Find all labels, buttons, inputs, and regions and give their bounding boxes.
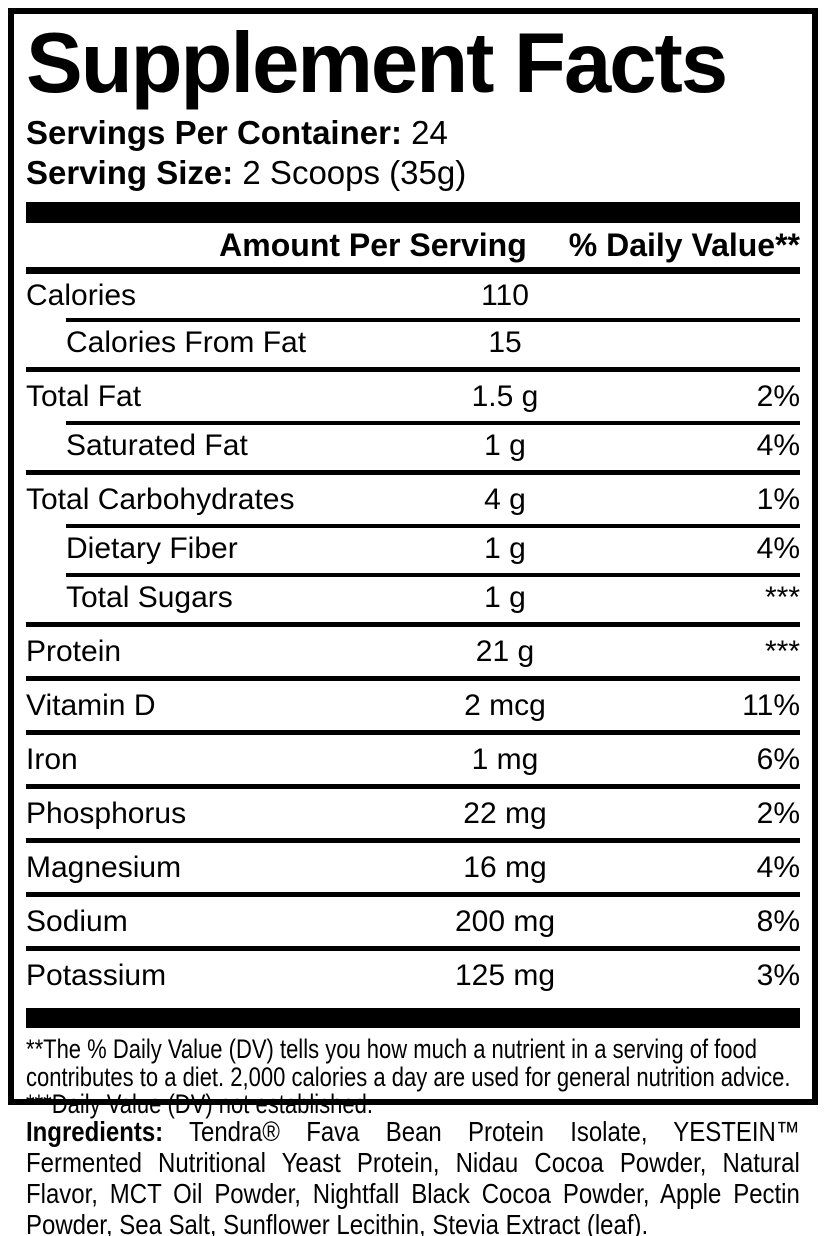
nutrient-amount: 21 g [475,634,535,668]
table-row: Dietary Fiber 1 g 4% [26,524,800,573]
nutrient-daily-value: 8% [756,904,800,938]
footnote-daily-value: **The % Daily Value (DV) tells you how m… [26,1034,791,1092]
nutrient-name: Total Carbohydrates [26,482,295,516]
table-row: Sodium 200 mg 8% [26,892,800,946]
nutrient-daily-value: 4% [756,428,800,462]
nutrient-daily-value: *** [764,634,800,668]
nutrient-name: Potassium [26,958,167,992]
nutrient-daily-value: 6% [756,742,800,776]
nutrient-name: Sodium [26,904,128,938]
nutrient-amount: 110 [481,279,529,312]
nutrient-daily-value: 2% [756,796,800,830]
nutrient-name: Calories From Fat [66,325,307,359]
nutrient-name: Total Sugars [66,580,233,614]
serving-size-label: Serving Size: [26,154,234,191]
nutrient-name: Vitamin D [26,688,156,722]
nutrient-name: Protein [26,634,122,668]
divider-bar-bottom [26,1008,800,1028]
ingredients-text: Tendra® Fava Bean Protein Isolate, YESTE… [26,1116,800,1236]
table-row: Protein 21 g *** [26,622,800,676]
serving-size: Serving Size: 2 Scoops (35g) [26,154,800,192]
nutrient-amount: 15 [488,325,522,359]
nutrient-name: Iron [26,742,78,776]
table-row: Phosphorus 22 mg 2% [26,784,800,838]
nutrient-name: Magnesium [26,850,182,884]
table-header: Amount Per Serving % Daily Value** [26,223,800,267]
facts-panel: Supplement Facts Servings Per Container:… [8,8,818,1118]
table-row: Iron 1 mg 6% [26,730,800,784]
table-row: Total Fat 1.5 g 2% [26,367,800,421]
nutrient-daily-value: 4% [756,531,800,565]
table-row: Total Carbohydrates 4 g 1% [26,470,800,524]
nutrient-daily-value: *** [764,580,800,614]
nutrient-amount: 22 mg [463,796,547,830]
nutrient-daily-value: 1% [756,482,800,516]
nutrient-amount: 200 mg [454,904,556,938]
nutrient-table: Calories 110 Calories From Fat 15 Total … [26,274,800,1000]
nutrient-daily-value: 4% [756,850,800,884]
table-row: Calories 110 [26,274,800,318]
footnotes: **The % Daily Value (DV) tells you how m… [26,1034,800,1119]
table-row: Potassium 125 mg 3% [26,946,800,1000]
column-header-daily-value: % Daily Value** [568,226,800,263]
header-rule [26,267,800,274]
servings-per-container-value: 24 [411,114,448,151]
nutrient-name: Dietary Fiber [66,531,238,565]
table-row: Saturated Fat 1 g 4% [26,421,800,470]
nutrient-daily-value: 3% [756,958,800,992]
nutrient-amount: 2 mcg [464,688,546,722]
column-header-amount: Amount Per Serving [219,226,527,263]
nutrient-daily-value: 11% [742,688,800,722]
table-row: Calories From Fat 15 [26,318,800,367]
nutrient-name: Calories [26,279,137,312]
serving-size-value: 2 Scoops (35g) [242,154,467,191]
nutrient-amount: 125 mg [454,958,556,992]
table-row: Total Sugars 1 g *** [26,573,800,622]
footnote-not-established: ***Daily Value (DV) not established. [26,1089,373,1119]
divider-bar-top [26,202,800,223]
nutrient-amount: 1 g [484,531,526,565]
nutrient-amount: 1 mg [471,742,539,776]
table-row: Magnesium 16 mg 4% [26,838,800,892]
nutrient-amount: 1.5 g [471,379,539,413]
nutrient-name: Saturated Fat [66,428,248,462]
nutrient-amount: 16 mg [463,850,547,884]
servings-per-container: Servings Per Container: 24 [26,114,800,152]
page-title: Supplement Facts [26,16,728,111]
nutrient-amount: 1 g [484,580,526,614]
servings-per-container-label: Servings Per Container: [26,114,402,151]
nutrient-daily-value: 2% [756,379,800,413]
table-row: Vitamin D 2 mcg 11% [26,676,800,730]
nutrient-amount: 1 g [484,428,526,462]
ingredients-paragraph: Ingredients: Tendra® Fava Bean Protein I… [26,1116,800,1236]
ingredients-label: Ingredients: [26,1116,164,1147]
nutrient-amount: 4 g [484,482,526,516]
nutrient-name: Phosphorus [26,796,187,830]
nutrient-name: Total Fat [26,379,142,413]
